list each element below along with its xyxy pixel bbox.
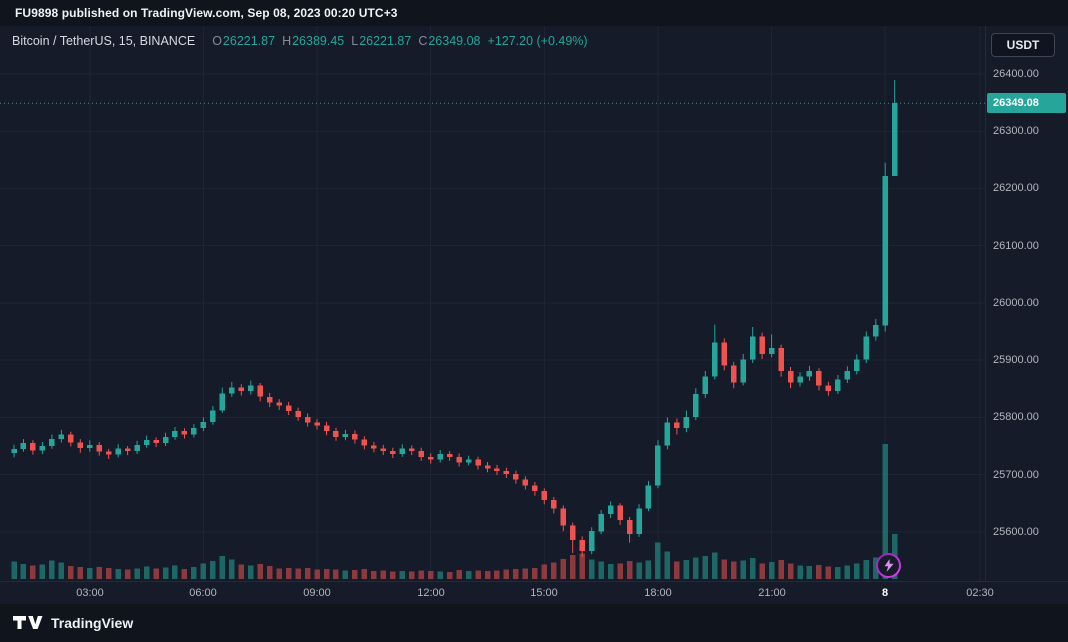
last-price-tag: 26349.08	[987, 93, 1066, 113]
price-tick: 26200.00	[993, 182, 1039, 194]
low-value: 26221.87	[359, 34, 412, 48]
high-value: 26389.45	[292, 34, 345, 48]
symbol-title[interactable]: Bitcoin / TetherUS, 15, BINANCE	[12, 34, 196, 48]
currency-toggle-button[interactable]: USDT	[991, 33, 1055, 57]
price-tick: 26300.00	[993, 125, 1039, 137]
low-label: L	[351, 34, 359, 48]
time-tick: 8	[881, 587, 889, 599]
price-tick: 26100.00	[993, 240, 1039, 252]
chart-area[interactable]: Bitcoin / TetherUS, 15, BINANCE O26221.87…	[0, 26, 985, 581]
chart-row: Bitcoin / TetherUS, 15, BINANCE O26221.87…	[0, 26, 1068, 581]
candlestick-chart[interactable]	[0, 26, 985, 581]
open-label: O	[212, 34, 222, 48]
price-axis[interactable]: 26400.00 26300.00 26200.00 26100.00 26000.00…	[985, 26, 1068, 581]
price-tick: 25800.00	[993, 411, 1039, 423]
change-value: +127.20 (+0.49%)	[487, 34, 588, 48]
price-tick: 25600.00	[993, 526, 1039, 538]
price-tick: 26000.00	[993, 297, 1039, 309]
price-tick: 26400.00	[993, 68, 1039, 80]
lightning-bolt-icon	[884, 559, 894, 572]
tradingview-logo-icon	[13, 616, 43, 629]
flash-icon[interactable]	[876, 553, 901, 578]
publish-bar: FU9898 published on TradingView.com, Sep…	[0, 0, 1068, 26]
open-value: 26221.87	[222, 34, 276, 48]
close-value: 26349.08	[428, 34, 481, 48]
publish-bar-text: FU9898 published on TradingView.com, Sep…	[15, 6, 398, 20]
price-tick: 25900.00	[993, 354, 1039, 366]
time-axis[interactable]: 03:00 06:00 09:00 12:00 15:00 18:00 21:00 8 02:3…	[0, 581, 1068, 604]
time-tick: 03:00	[76, 587, 104, 599]
time-tick: 15:00	[530, 587, 558, 599]
last-price-text: 26349.08	[993, 97, 1039, 109]
price-tick: 25700.00	[993, 469, 1039, 481]
symbol-legend: Bitcoin / TetherUS, 15, BINANCE O26221.87…	[12, 34, 588, 48]
time-tick: 09:00	[303, 587, 331, 599]
close-label: C	[418, 34, 428, 48]
time-tick: 06:00	[189, 587, 217, 599]
high-label: H	[282, 34, 292, 48]
footer-bar: TradingView	[0, 604, 1068, 642]
time-tick: 21:00	[758, 587, 786, 599]
time-tick: 18:00	[644, 587, 672, 599]
flash-icon-inner	[878, 555, 899, 576]
time-tick: 02:30	[966, 587, 994, 599]
tradingview-brand-text: TradingView	[51, 615, 134, 631]
time-tick: 12:00	[417, 587, 445, 599]
